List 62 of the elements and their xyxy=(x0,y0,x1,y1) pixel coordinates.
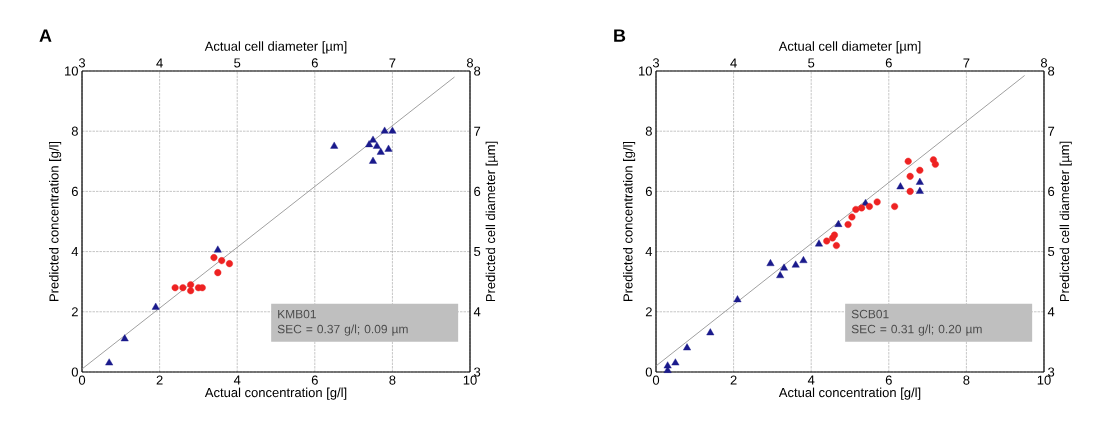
x-tick-label: 4 xyxy=(807,375,815,385)
y-tick-label: 0 xyxy=(645,367,652,377)
y-tick-label: 6 xyxy=(645,186,652,196)
y2-tick-label: 7 xyxy=(1048,126,1055,136)
x2-tick-label: 8 xyxy=(466,58,474,68)
y-tick-label: 2 xyxy=(645,307,652,317)
x2-tick-label: 3 xyxy=(78,58,86,68)
x-axis-title: Actual concentration [g/l] xyxy=(778,387,921,400)
x-tick-label: 8 xyxy=(389,375,396,385)
x2-tick-label: 7 xyxy=(963,58,970,68)
x2-tick-label: 7 xyxy=(389,58,396,68)
x2-tick-label: 6 xyxy=(311,58,318,68)
y-tick-label: 8 xyxy=(71,126,78,136)
y2-tick-label: 8 xyxy=(1048,66,1055,76)
x-axis-title: Actual concentration [g/l] xyxy=(204,387,347,400)
chart-title: B xyxy=(614,29,626,42)
y2-tick-label: 4 xyxy=(1047,307,1055,317)
x2-axis-title: Actual cell diameter [µm] xyxy=(778,41,921,54)
annotation: SCB01 xyxy=(851,309,889,319)
x-tick-label: 0 xyxy=(652,375,660,385)
x-tick-label: 4 xyxy=(233,375,241,385)
x-tick-label: 8 xyxy=(963,375,970,385)
x-tick-label: 2 xyxy=(156,375,163,385)
y2-axis-title: Predicted cell diameter [µm] xyxy=(485,141,498,302)
x2-axis-title: Actual cell diameter [µm] xyxy=(204,41,347,54)
y2-tick-label: 5 xyxy=(474,247,481,257)
y-tick-label: 6 xyxy=(71,186,78,196)
annotation: KMB01 xyxy=(278,309,316,319)
y2-tick-label: 6 xyxy=(474,186,481,196)
y2-tick-label: 8 xyxy=(474,66,481,76)
y2-tick-label: 5 xyxy=(1048,247,1055,257)
y-axis-title: Predicted concentration [g/l] xyxy=(49,141,62,301)
y-tick-label: 10 xyxy=(65,66,78,76)
y2-axis-title: Predicted cell diameter [µm] xyxy=(1059,141,1072,302)
x-tick-label: 10 xyxy=(1037,375,1051,385)
y-tick-label: 8 xyxy=(645,126,652,136)
y2-tick-label: 7 xyxy=(474,126,481,136)
y-axis-title: Predicted concentration [g/l] xyxy=(623,141,636,301)
x2-tick-label: 5 xyxy=(234,58,241,68)
chart-title: A xyxy=(39,29,52,42)
x2-tick-label: 6 xyxy=(885,58,892,68)
y2-tick-label: 3 xyxy=(1048,367,1055,377)
y-tick-label: 4 xyxy=(71,247,79,257)
x-tick-label: 6 xyxy=(311,375,318,385)
x2-tick-label: 4 xyxy=(730,58,737,68)
x2-tick-label: 8 xyxy=(1040,58,1048,68)
y-tick-label: 2 xyxy=(71,307,78,317)
x2-tick-label: 5 xyxy=(808,58,815,68)
y-tick-label: 4 xyxy=(645,247,653,257)
annotation: SEC = 0.37 g/l; 0.09 µm xyxy=(277,324,408,336)
y2-tick-label: 3 xyxy=(474,367,481,377)
annotation: SEC = 0.31 g/l; 0.20 µm xyxy=(851,324,982,336)
y2-tick-label: 4 xyxy=(473,307,481,317)
x2-tick-label: 4 xyxy=(156,58,163,68)
x-tick-label: 2 xyxy=(730,375,737,385)
y-tick-label: 0 xyxy=(71,367,78,377)
y-tick-label: 10 xyxy=(639,66,652,76)
x-tick-label: 6 xyxy=(885,375,892,385)
y2-tick-label: 6 xyxy=(1048,186,1055,196)
x2-tick-label: 3 xyxy=(652,58,660,68)
x-tick-label: 10 xyxy=(463,375,477,385)
x-tick-label: 0 xyxy=(78,375,86,385)
